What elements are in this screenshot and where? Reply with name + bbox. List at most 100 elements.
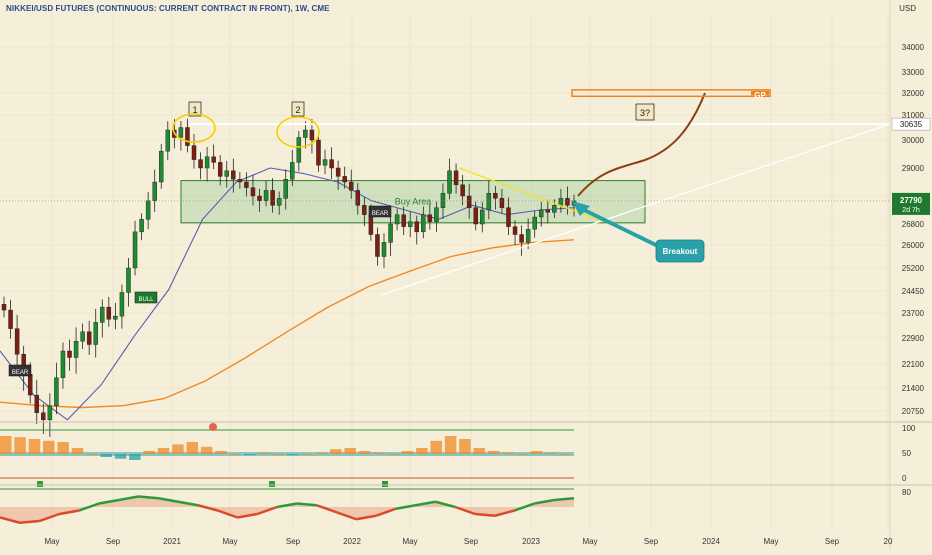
candle-body	[8, 309, 13, 329]
candle-body	[486, 192, 492, 211]
candle-body	[47, 405, 53, 421]
candle-body	[263, 190, 269, 201]
candle-body	[303, 129, 308, 138]
resistance-price-label: 30635	[900, 120, 923, 129]
oscillator-segment	[158, 497, 179, 503]
candle-body	[93, 322, 98, 345]
candle-body	[14, 328, 20, 355]
candle-body	[283, 178, 288, 199]
indicator-bar	[315, 452, 328, 454]
candle-body	[401, 214, 406, 227]
breakout-arrow[interactable]	[576, 205, 662, 249]
oscillator-segment	[435, 500, 456, 509]
indicator-bar	[459, 439, 471, 454]
y-tick-label: 22900	[902, 334, 925, 343]
candle-body	[421, 214, 426, 233]
oscillator-segment	[395, 504, 416, 510]
candle-body	[499, 198, 505, 208]
candle-body	[113, 315, 118, 320]
ma-line	[0, 167, 575, 421]
candle-body	[322, 159, 328, 166]
rising-trendline[interactable]	[380, 123, 891, 296]
indicator-pane-1[interactable]	[0, 423, 574, 487]
bull-tag-bg	[134, 291, 158, 304]
peak-1-label-box	[188, 101, 202, 117]
annotation-layer[interactable]: Breakout GP 1 2 3? BEAR BEAR BULL	[8, 89, 771, 377]
peak-2-circle	[276, 116, 320, 148]
y-tick-label: 24450	[902, 287, 925, 296]
candle-body	[54, 377, 59, 406]
sell-signal-marker	[209, 423, 217, 431]
indicator-bar	[430, 440, 442, 454]
oscillator-segment	[554, 497, 575, 502]
indicator-bar	[215, 451, 227, 454]
oscillator-segment	[415, 500, 436, 507]
candle-body	[335, 167, 341, 177]
candle-body	[414, 221, 419, 233]
projection-curve[interactable]	[577, 92, 706, 197]
question-label: 3?	[640, 108, 650, 118]
candle-body	[519, 234, 524, 243]
candle-body	[362, 205, 367, 215]
current-price-tag	[892, 192, 930, 215]
indicator-bar	[14, 437, 26, 454]
indicator-bar	[272, 454, 285, 455]
candle-body	[296, 137, 302, 163]
indicator-bar	[186, 442, 199, 454]
buy-signal-marker	[37, 481, 43, 487]
x-tick-label: Sep	[106, 537, 121, 546]
breakout-callout[interactable]	[655, 239, 705, 263]
oscillator-segment	[256, 505, 278, 516]
price-pane[interactable]: Buy Area	[0, 118, 891, 437]
indicator-tick-label: 50	[902, 449, 911, 458]
candle-body	[231, 170, 236, 180]
indicator-bar	[444, 436, 457, 454]
candle-body	[375, 234, 380, 257]
oscillator-segment	[39, 512, 60, 523]
candle-body	[552, 205, 557, 213]
oscillator-segment	[237, 512, 258, 519]
candle-body	[250, 187, 256, 197]
candle-body	[60, 350, 66, 378]
indicator-bar	[416, 448, 428, 454]
candle-body	[558, 198, 564, 206]
indicator-bar	[301, 454, 313, 455]
candle-body	[34, 394, 39, 413]
bear-tag-bg	[8, 364, 32, 377]
indicator-tick-label: 0	[902, 474, 907, 483]
peak-2-label: 2	[295, 105, 300, 115]
buy-signal-marker	[382, 481, 388, 487]
x-tick-label: 20	[884, 537, 893, 546]
candle-body	[480, 209, 485, 225]
candle-body	[440, 192, 446, 208]
candle-body	[100, 306, 105, 323]
target-zone-label: GP	[754, 91, 766, 100]
candle-body	[132, 231, 138, 269]
indicator-bar	[373, 452, 385, 454]
indicator-bar	[401, 451, 414, 454]
x-tick-label: Sep	[286, 537, 301, 546]
indicator-bar	[559, 454, 572, 455]
peak-1-label: 1	[192, 105, 197, 115]
candle-body	[191, 145, 197, 160]
candle-body	[270, 190, 275, 206]
candle-body	[381, 242, 387, 257]
candle-body	[512, 226, 518, 235]
bear-tag: BEAR	[372, 211, 389, 217]
oscillator-segment	[197, 504, 219, 512]
oscillator-segment	[217, 509, 238, 519]
candle-body	[434, 207, 439, 222]
y-tick-label: 31000	[902, 111, 925, 120]
x-tick-label: May	[222, 537, 237, 546]
indicator-pane-2[interactable]	[0, 488, 575, 524]
oscillator-segment	[534, 498, 555, 505]
x-tick-label: May	[402, 537, 417, 546]
x-tick-label: Sep	[464, 537, 479, 546]
y-tick-label: 26000	[902, 241, 925, 250]
candle-body	[145, 200, 151, 220]
bear-tag-bg	[368, 205, 392, 218]
target-zone-box[interactable]	[571, 89, 771, 98]
